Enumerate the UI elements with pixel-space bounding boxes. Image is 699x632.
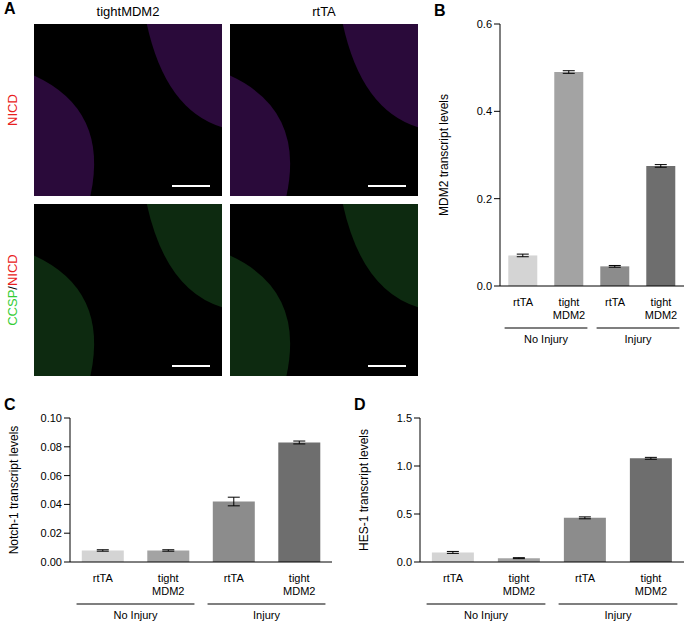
svg-text:rtTA: rtTA: [513, 296, 534, 308]
svg-text:0.10: 0.10: [41, 412, 62, 424]
html-text:C: C: [4, 396, 16, 413]
svg-text:0.4: 0.4: [477, 105, 492, 117]
svg-text:rtTA: rtTA: [605, 296, 626, 308]
svg-text:1.0: 1.0: [397, 460, 412, 472]
svg-text:tightMDM2: tightMDM2: [645, 296, 677, 321]
svg-text:Injury: Injury: [625, 333, 652, 345]
svg-text:tightMDM2: tightMDM2: [283, 572, 315, 597]
svg-text:No Injury: No Injury: [524, 333, 569, 345]
html-text:D: D: [354, 396, 366, 413]
svg-text:0.02: 0.02: [41, 527, 62, 539]
svg-text:tightMDM2: tightMDM2: [503, 572, 535, 597]
svg-text:0.6: 0.6: [477, 18, 492, 30]
svg-text:tightMDM2: tightMDM2: [553, 296, 585, 321]
svg-text:MDM2 transcript levels: MDM2 transcript levels: [437, 94, 451, 216]
svg-text:Notch-1 transcript levels: Notch-1 transcript levels: [7, 426, 21, 555]
svg-text:0.5: 0.5: [397, 508, 412, 520]
svg-text:HES-1 transcript levels: HES-1 transcript levels: [357, 429, 371, 551]
svg-text:tightMDM2: tightMDM2: [635, 572, 667, 597]
svg-text:rtTA: rtTA: [224, 572, 245, 584]
svg-text:tightMDM2: tightMDM2: [152, 572, 184, 597]
svg-text:No Injury: No Injury: [113, 609, 158, 621]
html-text:NICD: NICD: [5, 94, 20, 126]
svg-text:Injury: Injury: [605, 609, 632, 621]
svg-text:0.06: 0.06: [41, 470, 62, 482]
svg-text:0.2: 0.2: [477, 193, 492, 205]
html-text:A: A: [4, 0, 16, 17]
svg-text:0.0: 0.0: [397, 556, 412, 568]
svg-text:0.08: 0.08: [41, 441, 62, 453]
html-text:B: B: [434, 2, 446, 19]
svg-text:0.0: 0.0: [477, 280, 492, 292]
html-text:rtTA: rtTA: [312, 4, 336, 19]
svg-text:0.00: 0.00: [41, 556, 62, 568]
html-text:CCSP: CCSP: [5, 289, 20, 326]
svg-text:1.5: 1.5: [397, 412, 412, 424]
svg-text:No Injury: No Injury: [464, 609, 509, 621]
svg-text:rtTA: rtTA: [575, 572, 596, 584]
html-text:NICD: NICD: [5, 254, 20, 286]
svg-text:rtTA: rtTA: [443, 572, 464, 584]
svg-text:Injury: Injury: [253, 609, 280, 621]
svg-text:rtTA: rtTA: [93, 572, 114, 584]
html-text:tightMDM2: tightMDM2: [96, 4, 160, 19]
svg-text:0.04: 0.04: [41, 498, 62, 510]
